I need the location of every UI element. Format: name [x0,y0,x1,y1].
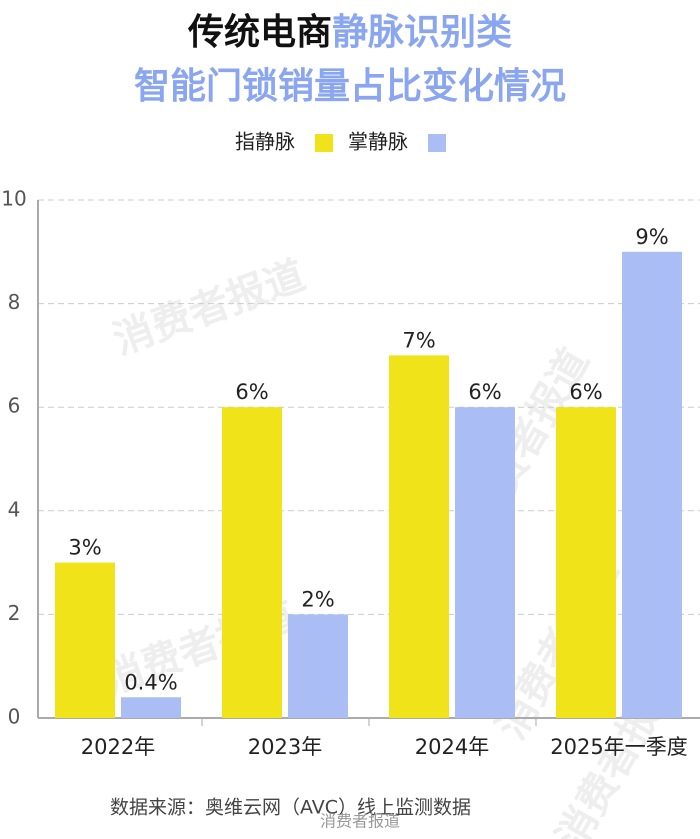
bar [121,697,181,718]
source-note: 数据来源：奥维云网（AVC）线上监测数据 [110,797,471,819]
y-tick-label: 4 [8,497,21,521]
data-label: 6% [468,380,501,404]
bar [455,407,515,718]
data-label: 7% [402,328,435,352]
bar [222,407,282,718]
title-part: 传统电商 [187,12,332,53]
data-label: 6% [569,380,602,404]
y-tick-label: 6 [8,394,21,418]
x-tick-label: 2023年 [248,735,322,759]
x-tick-label: 2025年一季度 [550,735,687,759]
data-label: 2% [301,587,334,611]
y-tick-label: 2 [8,601,21,625]
x-tick-label: 2022年 [81,735,155,759]
bar [389,355,449,718]
bar [288,614,348,718]
y-tick-label: 8 [8,290,21,314]
data-label: 0.4% [124,670,177,694]
legend-label: 掌静脉 [348,130,408,154]
legend-label: 指静脉 [235,130,295,154]
data-label: 9% [635,225,668,249]
chart-subtitle: 智能门锁销量占比变化情况 [134,65,566,107]
legend-swatch [315,134,333,152]
y-tick-label: 0 [8,705,21,729]
x-tick-label: 2024年 [415,735,489,759]
y-tick-label: 10 [1,187,26,211]
legend-swatch [428,134,446,152]
bar [556,407,616,718]
title-part: 静脉识别类 [332,12,512,53]
watermark: 消费者报道 [320,812,400,831]
chart-title: 传统电商静脉识别类 [187,12,512,53]
bar [622,251,682,719]
bar [55,562,115,718]
data-label: 3% [68,536,101,560]
data-label: 6% [235,380,268,404]
